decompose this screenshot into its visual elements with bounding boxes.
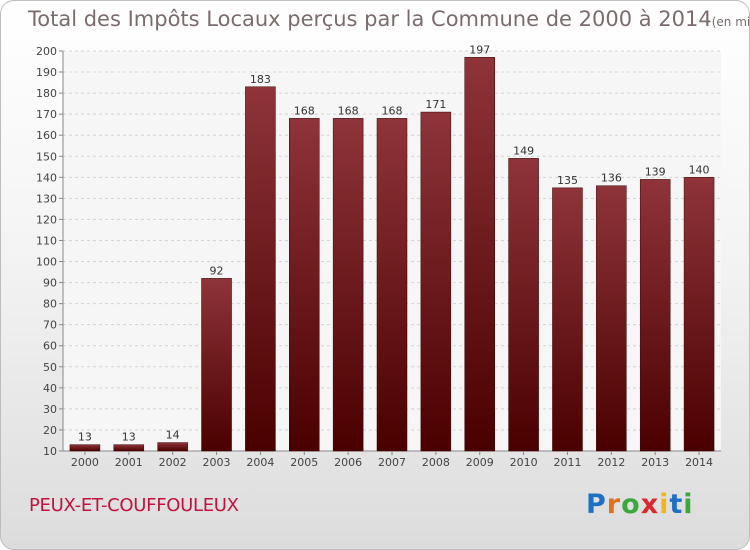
bar-value-label: 168: [382, 104, 403, 117]
chart-title: Total des Impôts Locaux perçus par la Co…: [28, 7, 750, 31]
bar-value-label: 140: [689, 163, 710, 176]
x-tick-label: 2014: [685, 456, 713, 469]
bar: [683, 177, 715, 452]
bar-value-label: 168: [294, 104, 315, 117]
x-tick-label: 2001: [115, 456, 143, 469]
y-tick-label: 50: [43, 361, 57, 374]
x-tick-label: 2009: [466, 456, 494, 469]
bar-value-label: 14: [166, 429, 180, 442]
y-tick-label: 40: [43, 382, 57, 395]
bar-value-label: 139: [645, 165, 666, 178]
bar: [420, 111, 452, 452]
bar: [596, 185, 627, 452]
bar: [245, 86, 276, 452]
bar-value-label: 168: [338, 104, 359, 117]
commune-name: PEUX-ET-COUFFOULEUX: [29, 495, 239, 516]
x-tick-label: 2003: [203, 456, 231, 469]
y-tick-label: 110: [36, 234, 57, 247]
y-tick-label: 70: [43, 319, 57, 332]
bar: [376, 118, 408, 452]
bar: [464, 57, 495, 452]
x-tick-label: 2006: [334, 456, 362, 469]
y-tick-label: 90: [43, 277, 57, 290]
y-tick-label: 170: [36, 108, 57, 121]
y-tick-label: 190: [36, 66, 57, 79]
x-tick-label: 2004: [246, 456, 274, 469]
y-tick-label: 150: [36, 150, 57, 163]
y-tick-label: 160: [36, 129, 57, 142]
y-tick-label: 100: [36, 256, 57, 269]
bar-value-label: 13: [78, 431, 92, 444]
bar-value-label: 92: [210, 264, 224, 277]
y-tick-label: 10: [43, 445, 57, 458]
y-tick-label: 80: [43, 298, 57, 311]
x-tick-label: 2002: [159, 456, 187, 469]
chart-title-text: Total des Impôts Locaux perçus par la Co…: [28, 7, 712, 31]
bar: [332, 118, 364, 452]
x-tick-label: 2013: [641, 456, 669, 469]
bar-value-label: 13: [122, 431, 136, 444]
x-tick-label: 2012: [597, 456, 625, 469]
chart-title-unit: (en milliers d'€): [711, 15, 750, 29]
bar-value-label: 197: [469, 43, 490, 56]
bar: [508, 158, 539, 452]
bar: [289, 118, 320, 452]
bar: [157, 442, 188, 452]
x-tick-label: 2005: [290, 456, 318, 469]
y-tick-label: 140: [36, 171, 57, 184]
bar: [201, 278, 232, 452]
bar-value-label: 183: [250, 73, 271, 86]
bar: [113, 444, 145, 452]
bar-value-label: 135: [557, 174, 578, 187]
x-tick-label: 2011: [553, 456, 581, 469]
y-tick-label: 30: [43, 403, 57, 416]
bar-value-label: 171: [425, 98, 446, 111]
bar-value-label: 149: [513, 144, 534, 157]
y-tick-label: 200: [36, 45, 57, 58]
y-tick-label: 120: [36, 213, 57, 226]
x-tick-label: 2000: [71, 456, 99, 469]
bar: [639, 179, 671, 452]
proxiti-logo[interactable]: Proxiti: [586, 489, 694, 520]
bar: [552, 187, 583, 452]
x-tick-label: 2008: [422, 456, 450, 469]
x-tick-label: 2007: [378, 456, 406, 469]
y-tick-label: 130: [36, 192, 57, 205]
bar: [69, 444, 101, 452]
y-tick-label: 60: [43, 340, 57, 353]
bar-value-label: 136: [601, 172, 622, 185]
x-tick-label: 2010: [510, 456, 538, 469]
y-tick-label: 180: [36, 87, 57, 100]
y-tick-label: 20: [43, 424, 57, 437]
